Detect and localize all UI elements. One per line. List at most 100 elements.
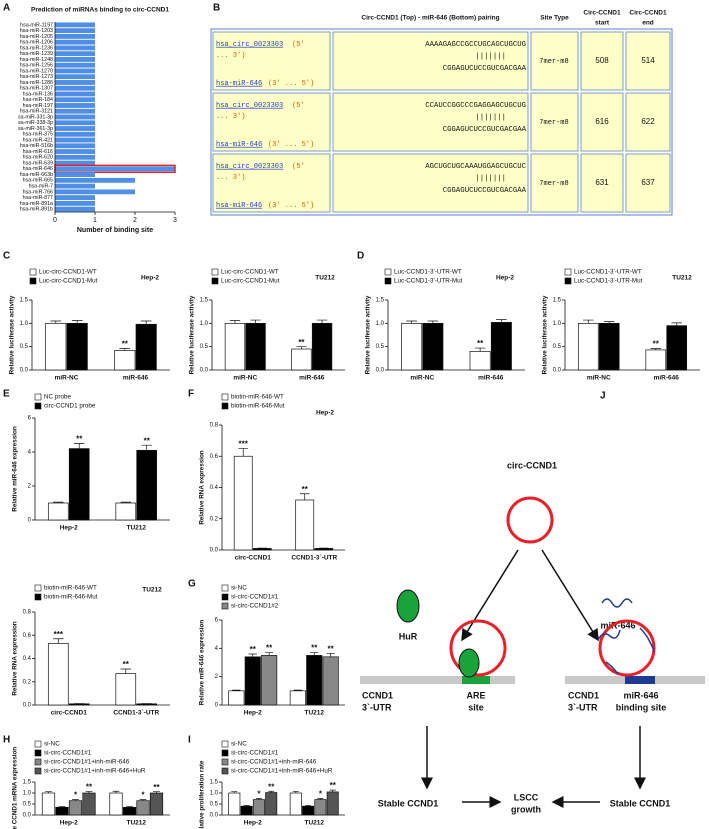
utr-label: 3`-UTR (362, 702, 392, 712)
error-bar (141, 444, 152, 451)
y-tick-label: 1.5 (553, 298, 562, 304)
legend-label: Luc-CCND1-3'-UTR-WT (574, 269, 642, 276)
y-axis-label: Relative proliferation rate (199, 760, 206, 829)
bar (55, 91, 95, 97)
mirna-name: hsa-miR-646 (216, 80, 262, 88)
legend-swatch (211, 268, 219, 276)
category-label: sa-miR-338-3p (18, 120, 53, 126)
error-bar (112, 790, 120, 793)
error-bar (427, 320, 439, 324)
bar (295, 499, 315, 551)
y-tick-label: 0.5 (20, 344, 29, 350)
category-label: hsa-miR-663b (20, 172, 53, 178)
table-header: start (595, 20, 610, 27)
y-tick-label: 0.0 (200, 368, 209, 374)
error-bar (293, 689, 302, 691)
bar (55, 806, 69, 816)
bar (55, 137, 95, 143)
bar (291, 348, 312, 371)
bar (55, 68, 95, 74)
y-tick-label: 0.0 (210, 813, 219, 819)
category-label: hsa-miR-766 (23, 189, 53, 195)
bar (401, 322, 423, 371)
legend-label: si-circ-CCND1#1+inh-miR-646+HuR (44, 768, 146, 775)
legend-swatch (221, 584, 229, 592)
are-label: ARE (466, 690, 485, 700)
y-axis-label: Relative miR-646 expression (199, 620, 206, 706)
significance: * (319, 790, 323, 799)
bar (598, 322, 620, 371)
error-bar (243, 804, 250, 807)
error-bar (671, 322, 682, 326)
y-tick-label: 0.0 (376, 368, 385, 374)
y-axis-label: Relative luciferase activity (189, 295, 196, 374)
significance: ** (477, 339, 484, 348)
y-tick-label: 4 (215, 646, 219, 652)
bar (55, 114, 95, 120)
panel-label: C (3, 251, 10, 262)
y-tick-label: 0.0 (23, 813, 32, 819)
bar (55, 108, 95, 114)
y-tick-label: 1.0 (23, 791, 32, 797)
table-cell (212, 153, 331, 213)
bar (240, 805, 253, 816)
table-cell (580, 153, 624, 213)
y-tick-label: 1.0 (553, 321, 562, 327)
bar (47, 643, 69, 706)
legend-label: si-circ-CCND1#1 (44, 750, 92, 757)
error-bar (45, 791, 52, 793)
table-header: Circ-CCND1 (629, 10, 667, 17)
legend-label: si-circ-CCND1#2 (231, 603, 279, 610)
bar (55, 183, 95, 189)
category-label: hsa-miR-616 (23, 149, 53, 155)
category-label: hsa-miR-1256 (20, 63, 53, 69)
legend-swatch (221, 602, 229, 610)
category-label: hsa-miR-620 (23, 155, 53, 161)
direction: (3' ... 5') (268, 141, 314, 149)
y-tick-label: 0.4 (210, 485, 219, 491)
x-tick-label: 0 (53, 217, 57, 224)
error-bar (316, 319, 328, 324)
y-tick-label: 0.6 (23, 633, 32, 639)
table-cell (625, 31, 671, 91)
legend-swatch (384, 277, 392, 285)
error-bar (85, 791, 93, 793)
utr-label: CCND1 (362, 690, 393, 700)
table-cell (530, 31, 579, 91)
error-bar (238, 448, 248, 457)
y-tick-label: 0.5 (200, 344, 209, 350)
x-tick-label: TU212 (126, 820, 146, 827)
x-tick-label: 3 (173, 217, 177, 224)
legend-swatch (29, 277, 37, 285)
circ-rna (598, 619, 656, 677)
y-tick-label: 0.0 (553, 368, 562, 374)
mirna-name: hsa-miR-646 (216, 202, 262, 210)
category-label: hsa-miR-891b (20, 207, 53, 213)
bar (645, 349, 667, 371)
category-label: hsa-miR-1203 (20, 28, 53, 34)
bar (55, 103, 95, 108)
panel-label: F (188, 389, 194, 400)
pairing: ||||||| (475, 114, 506, 122)
bar (55, 51, 95, 57)
bar (45, 322, 67, 371)
bar (136, 449, 158, 521)
legend-swatch (384, 268, 392, 276)
legend-swatch (34, 758, 42, 766)
legend-label: Luc-circ-CCND1-WT (221, 269, 279, 276)
table-cell (332, 92, 529, 152)
error-bar (310, 652, 319, 656)
chart-subtitle: Hep-2 (496, 275, 514, 282)
significance: ** (76, 435, 83, 444)
table-header: end (642, 20, 654, 27)
significance: ** (311, 644, 318, 653)
x-tick-label: TU212 (126, 525, 146, 532)
category-label: hsa-miR-1307 (20, 86, 53, 92)
direction: (5' (292, 163, 305, 171)
bar (135, 323, 157, 371)
bar (252, 799, 265, 816)
category-label: hsa-miR-1239 (20, 51, 53, 57)
x-tick-label: miR-646 (478, 375, 504, 382)
x-tick-label: CCND1-3`-UTR (113, 710, 159, 717)
